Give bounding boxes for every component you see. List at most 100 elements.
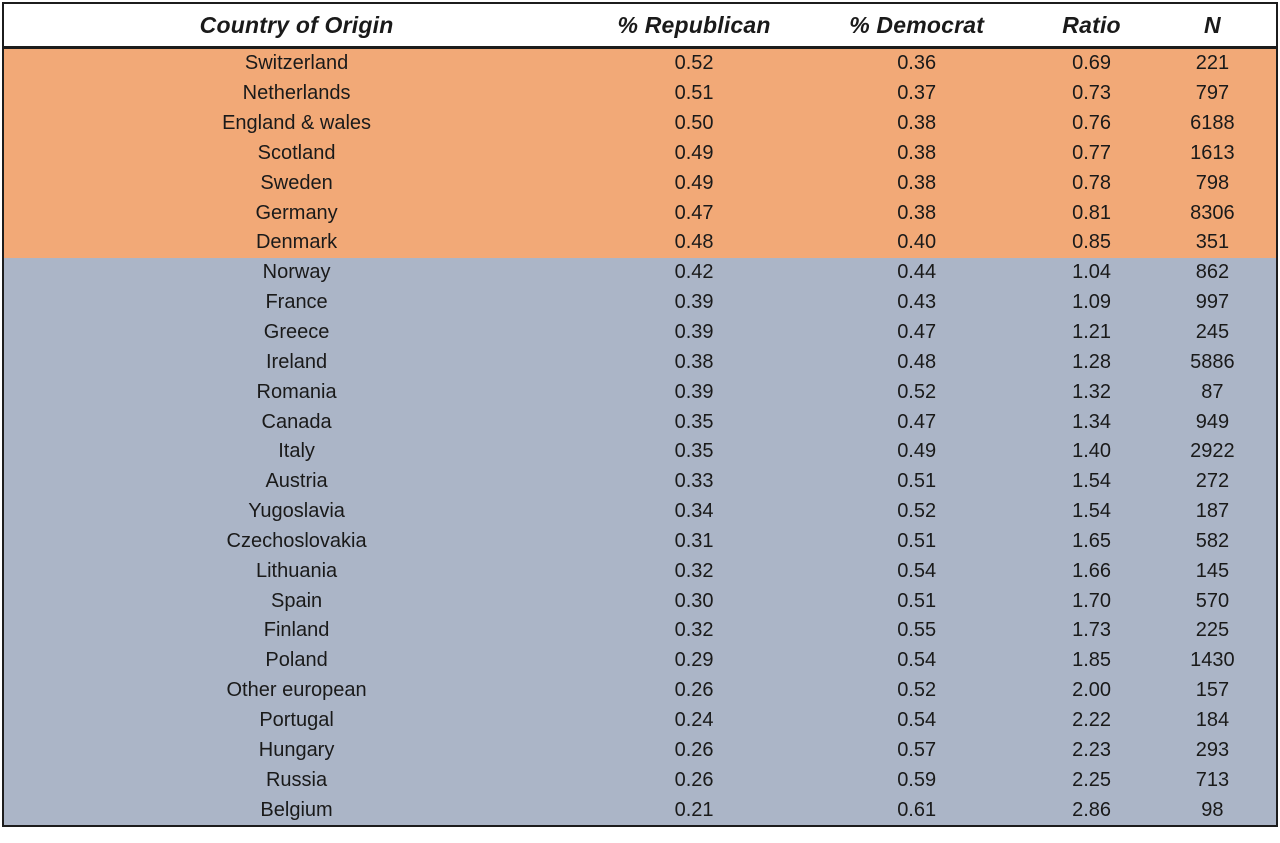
table-row: Hungary 0.26 0.57 2.23 293 <box>4 735 1276 766</box>
ratio-cell: 1.32 <box>1072 380 1112 403</box>
ratio-cell: 0.85 <box>1072 231 1112 254</box>
n-cell: 157 <box>1195 679 1230 702</box>
pct-republican-cell: 0.24 <box>674 708 714 731</box>
pct-democrat-cell: 0.49 <box>897 440 937 463</box>
country-cell: Germany <box>255 201 338 224</box>
pct-republican-cell: 0.33 <box>674 470 714 493</box>
pct-democrat-cell: 0.48 <box>897 350 937 373</box>
ratio-cell: 1.34 <box>1072 410 1112 433</box>
ratio-cell: 1.04 <box>1072 261 1112 284</box>
country-cell: Czechoslovakia <box>226 529 367 552</box>
n-cell: 997 <box>1195 291 1230 314</box>
country-cell: Netherlands <box>242 82 351 105</box>
pct-democrat-cell: 0.43 <box>897 291 937 314</box>
pct-democrat-cell: 0.57 <box>897 738 937 761</box>
table-row: England & wales 0.50 0.38 0.76 6188 <box>4 108 1276 139</box>
pct-republican-cell: 0.34 <box>674 500 714 523</box>
table-row: Norway 0.42 0.44 1.04 862 <box>4 257 1276 288</box>
ratio-cell: 1.54 <box>1072 500 1112 523</box>
pct-republican-cell: 0.26 <box>674 768 714 791</box>
pct-democrat-cell: 0.61 <box>897 798 937 821</box>
pct-democrat-cell: 0.59 <box>897 768 937 791</box>
n-cell: 862 <box>1195 261 1230 284</box>
table-row: Denmark 0.48 0.40 0.85 351 <box>4 228 1276 258</box>
country-cell: Ireland <box>265 350 328 373</box>
ratio-cell: 2.23 <box>1072 738 1112 761</box>
ratio-cell: 1.73 <box>1072 619 1112 642</box>
n-cell: 713 <box>1195 768 1230 791</box>
table-row: Portugal 0.24 0.54 2.22 184 <box>4 705 1276 736</box>
country-cell: Canada <box>261 410 332 433</box>
n-cell: 272 <box>1195 470 1230 493</box>
pct-republican-cell: 0.42 <box>674 261 714 284</box>
country-cell: Sweden <box>260 171 333 194</box>
n-cell: 798 <box>1195 171 1230 194</box>
n-cell: 582 <box>1195 529 1230 552</box>
country-cell: Poland <box>265 649 328 672</box>
column-header-republican: % Republican <box>589 4 799 49</box>
pct-democrat-cell: 0.38 <box>897 112 937 135</box>
ratio-cell: 0.73 <box>1072 82 1112 105</box>
country-cell: Austria <box>265 470 328 493</box>
ratio-cell: 1.66 <box>1072 559 1112 582</box>
ratio-cell: 0.78 <box>1072 171 1112 194</box>
n-cell: 293 <box>1195 738 1230 761</box>
pct-republican-cell: 0.49 <box>674 171 714 194</box>
column-header-n: N <box>1148 4 1276 49</box>
pct-republican-cell: 0.49 <box>674 141 714 164</box>
n-cell: 351 <box>1195 231 1230 254</box>
n-cell: 5886 <box>1190 350 1235 373</box>
ratio-cell: 0.76 <box>1072 112 1112 135</box>
table-row: Scotland 0.49 0.38 0.77 1613 <box>4 138 1276 169</box>
pct-republican-cell: 0.31 <box>674 529 714 552</box>
pct-democrat-cell: 0.44 <box>897 261 937 284</box>
ratio-cell: 1.65 <box>1072 529 1112 552</box>
country-cell: Greece <box>263 321 330 344</box>
country-cell: England & wales <box>222 112 372 135</box>
country-cell: Portugal <box>259 708 334 731</box>
table-row: Sweden 0.49 0.38 0.78 798 <box>4 168 1276 199</box>
pct-republican-cell: 0.32 <box>674 559 714 582</box>
column-header-democrat: % Democrat <box>799 4 1035 49</box>
country-cell: Finland <box>263 619 330 642</box>
ratio-cell: 1.40 <box>1072 440 1112 463</box>
n-cell: 1613 <box>1190 141 1235 164</box>
country-cell: Switzerland <box>244 52 349 75</box>
ratio-cell: 1.09 <box>1072 291 1112 314</box>
pct-democrat-cell: 0.54 <box>897 708 937 731</box>
table-row: Greece 0.39 0.47 1.21 245 <box>4 317 1276 348</box>
ratio-cell: 1.21 <box>1072 321 1112 344</box>
pct-republican-cell: 0.39 <box>674 380 714 403</box>
pct-republican-cell: 0.30 <box>674 589 714 612</box>
pct-republican-cell: 0.39 <box>674 321 714 344</box>
table-row: Yugoslavia 0.34 0.52 1.54 187 <box>4 496 1276 527</box>
ratio-cell: 1.28 <box>1072 350 1112 373</box>
pct-democrat-cell: 0.51 <box>897 470 937 493</box>
pct-republican-cell: 0.35 <box>674 410 714 433</box>
country-cell: Other european <box>226 679 367 702</box>
table-header: Country of Origin % Republican % Democra… <box>4 4 1276 49</box>
ratio-cell: 0.69 <box>1072 52 1112 75</box>
pct-republican-cell: 0.29 <box>674 649 714 672</box>
country-cell: Norway <box>262 261 331 284</box>
pct-republican-cell: 0.26 <box>674 738 714 761</box>
table-row: Romania 0.39 0.52 1.32 87 <box>4 377 1276 408</box>
pct-democrat-cell: 0.55 <box>897 619 937 642</box>
table-row: Other european 0.26 0.52 2.00 157 <box>4 675 1276 706</box>
table-row: Italy 0.35 0.49 1.40 2922 <box>4 436 1276 467</box>
country-cell: Russia <box>265 768 328 791</box>
country-cell: Scotland <box>257 141 336 164</box>
party-affiliation-table: Country of Origin % Republican % Democra… <box>2 2 1278 827</box>
country-cell: Hungary <box>258 738 335 761</box>
pct-republican-cell: 0.26 <box>674 679 714 702</box>
n-cell: 225 <box>1195 619 1230 642</box>
pct-republican-cell: 0.47 <box>674 201 714 224</box>
table-row: Spain 0.30 0.51 1.70 570 <box>4 586 1276 617</box>
n-cell: 187 <box>1195 500 1230 523</box>
n-cell: 570 <box>1195 589 1230 612</box>
n-cell: 184 <box>1195 708 1230 731</box>
ratio-cell: 1.70 <box>1072 589 1112 612</box>
pct-democrat-cell: 0.38 <box>897 171 937 194</box>
ratio-cell: 0.81 <box>1072 201 1112 224</box>
ratio-cell: 2.25 <box>1072 768 1112 791</box>
